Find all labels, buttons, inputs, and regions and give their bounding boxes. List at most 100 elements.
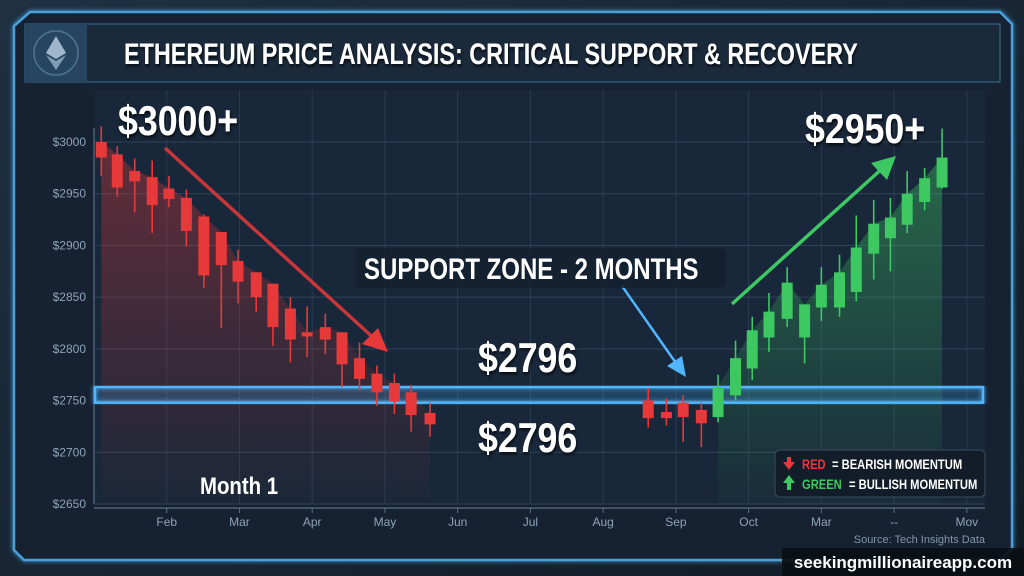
candle-body — [284, 308, 296, 340]
candle-body — [353, 358, 365, 379]
candles — [95, 126, 948, 448]
bullish-candle — [746, 316, 758, 380]
bearish-candle — [95, 126, 107, 177]
x-tick-label: Apr — [303, 515, 322, 529]
x-tick-label: Jul — [523, 515, 538, 529]
candle-body — [746, 330, 758, 369]
candle-body — [95, 142, 107, 158]
candle-body — [884, 217, 896, 239]
bearish-candle — [250, 272, 262, 312]
candle-body — [781, 282, 793, 319]
support-zone-label: SUPPORT ZONE - 2 MONTHS — [364, 251, 699, 285]
candle-body — [815, 284, 827, 308]
header-bar — [24, 23, 1001, 83]
candle-body — [730, 358, 742, 396]
bearish-candle — [660, 398, 672, 426]
end-price-label: $2950+ — [805, 106, 925, 152]
y-tick-label: $2800 — [53, 342, 87, 356]
candle-body — [215, 231, 227, 266]
y-tick-label: $2850 — [53, 290, 87, 304]
bearish-area — [101, 142, 431, 504]
start-price-label: $3000+ — [118, 98, 238, 144]
bullish-candle — [799, 304, 811, 364]
y-tick-label: $2700 — [53, 445, 87, 459]
bearish-candle — [198, 214, 210, 288]
bullish-candle — [712, 374, 724, 423]
x-tick-label: -- — [890, 515, 898, 529]
bearish-trend-arrow — [163, 146, 388, 352]
legend-red-text: = BEARISH MOMENTUM — [832, 457, 962, 472]
candle-body — [763, 311, 775, 338]
candle-body — [111, 154, 123, 188]
support-label-box — [356, 248, 726, 288]
candle-body — [163, 188, 175, 199]
bullish-candle — [730, 340, 742, 401]
trend-areas — [101, 142, 943, 504]
bearish-candle — [284, 297, 296, 363]
candle-body — [901, 193, 913, 225]
candle-body — [250, 272, 262, 298]
legend-green-word: GREEN — [802, 477, 842, 492]
x-tick-label: Feb — [156, 515, 177, 529]
bearish-candle — [695, 402, 707, 448]
y-tick-label: $2900 — [53, 238, 87, 252]
bearish-candle — [232, 249, 244, 304]
candle-body — [180, 197, 192, 231]
y-tick-label: $3000 — [53, 135, 87, 149]
candle-body — [336, 332, 348, 365]
candle-body — [319, 327, 331, 340]
candle-body — [232, 260, 244, 282]
x-tick-label: Oct — [739, 515, 758, 529]
x-tick-label: Aug — [592, 515, 613, 529]
x-tick-label: Mar — [229, 515, 250, 529]
bearish-candle — [353, 342, 365, 391]
watermark-box — [782, 548, 1024, 576]
bullish-candle — [919, 167, 931, 211]
candle-body — [146, 177, 158, 206]
support-price-bottom: $2796 — [478, 415, 577, 461]
candle-body — [642, 400, 654, 419]
candle-body — [129, 170, 141, 182]
bearish-candle — [424, 402, 436, 437]
candle-body — [936, 157, 948, 188]
candle-body — [850, 247, 862, 292]
arrow-down-icon — [783, 457, 795, 470]
bearish-candle — [371, 365, 383, 406]
y-tick-label: $2950 — [53, 187, 87, 201]
bearish-candle — [677, 395, 689, 442]
legend-red-word: RED — [802, 457, 826, 472]
bullish-candle — [781, 267, 793, 328]
candle-body — [677, 402, 689, 418]
legend-green-text: = BULLISH MOMENTUM — [849, 477, 977, 492]
month-label: Month 1 — [200, 472, 278, 499]
bearish-candle — [642, 388, 654, 428]
bearish-candle — [215, 231, 227, 329]
candle-body — [660, 411, 672, 419]
arrow-up-icon — [783, 475, 795, 490]
bullish-candle — [850, 215, 862, 302]
candle-body — [198, 216, 210, 276]
bullish-trend-arrow — [730, 156, 896, 306]
bullish-candle — [763, 293, 775, 352]
candle-body — [424, 412, 436, 425]
legend: RED = BEARISH MOMENTUM GREEN = BULLISH M… — [774, 449, 986, 498]
ethereum-icon — [33, 30, 79, 76]
bearish-candle — [319, 313, 331, 355]
support-pointer-arrow — [620, 285, 686, 377]
bearish-candle — [163, 176, 175, 208]
bullish-area — [718, 157, 943, 504]
candle-body — [371, 373, 383, 393]
bearish-candle — [336, 332, 348, 388]
bearish-candle — [146, 160, 158, 234]
bullish-candle — [936, 128, 948, 189]
candle-body — [388, 382, 400, 402]
candle-body — [405, 392, 417, 416]
support-price-top: $2796 — [478, 335, 577, 381]
bullish-candle — [868, 199, 880, 280]
x-tick-label: Mar — [811, 515, 832, 529]
candle-body — [834, 272, 846, 308]
bearish-candle — [180, 189, 192, 247]
bullish-candle — [901, 170, 913, 234]
x-tick-label: Jun — [448, 515, 467, 529]
y-tick-label: $2650 — [53, 497, 87, 511]
